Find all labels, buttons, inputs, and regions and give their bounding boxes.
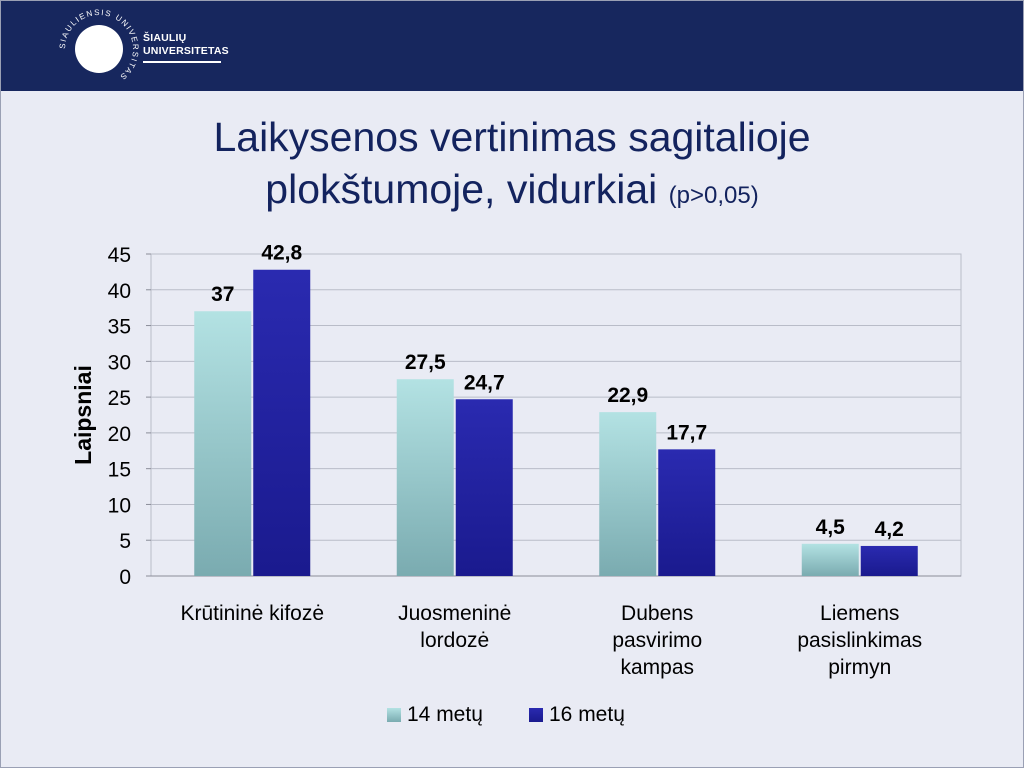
data-label: 17,7 xyxy=(666,421,707,444)
y-tick-label: 45 xyxy=(108,244,131,267)
y-tick-label: 10 xyxy=(108,494,131,517)
bar-16-3 xyxy=(860,545,918,576)
title-line-2-text: plokštumoje, vidurkiai xyxy=(265,166,658,212)
x-category-label-line: Dubens xyxy=(621,602,693,625)
data-label: 22,9 xyxy=(607,384,648,407)
x-category-label-line: pirmyn xyxy=(828,656,891,679)
bar-14-0 xyxy=(194,311,252,576)
university-logo-icon: SIAULIENSIS UNIVERSITAS xyxy=(59,9,139,82)
data-label: 27,5 xyxy=(405,351,446,374)
y-tick-label: 5 xyxy=(119,530,131,553)
title-line-1: Laikysenos vertinimas sagitalioje xyxy=(213,114,811,160)
bar-16-0 xyxy=(253,269,311,576)
y-tick-label: 0 xyxy=(119,566,131,589)
bar-14-1 xyxy=(396,379,454,576)
data-label: 42,8 xyxy=(261,242,302,265)
bar-16-1 xyxy=(455,399,513,576)
university-name: ŠIAULIŲ UNIVERSITETAS xyxy=(143,32,229,58)
y-tick-label: 25 xyxy=(108,387,131,410)
title-note: (p>0,05) xyxy=(668,182,759,209)
x-category-label-line: pasvirimo xyxy=(612,629,702,652)
y-axis-label: Laipsniai xyxy=(70,365,96,465)
x-category-label-line: pasislinkimas xyxy=(797,629,922,652)
legend-label: 14 metų xyxy=(407,703,483,726)
legend-swatch xyxy=(387,708,401,722)
data-label: 4,5 xyxy=(816,516,846,539)
y-tick-label: 35 xyxy=(108,316,131,339)
y-tick-label: 15 xyxy=(108,459,131,482)
bar-14-2 xyxy=(599,412,657,576)
x-category-label-line: Krūtininė kifozė xyxy=(180,602,324,625)
x-category-label: Liemens pasislinkimas pirmyn xyxy=(797,602,922,679)
header-bar: SIAULIENSIS UNIVERSITAS ŠIAULIŲ UNIVERSI… xyxy=(1,1,1023,91)
logo-line-1: ŠIAULIŲ xyxy=(143,32,187,44)
data-label: 4,2 xyxy=(875,518,904,541)
x-category-label: Juosmeninė lordozė xyxy=(398,602,511,652)
title-line-2: plokštumoje, vidurkiai (p>0,05) xyxy=(1,163,1023,222)
logo-underline xyxy=(143,61,221,63)
x-category-label-line: Juosmeninė xyxy=(398,602,511,625)
legend-swatch xyxy=(529,708,543,722)
x-category-label-line: kampas xyxy=(620,656,694,679)
logo-line-2: UNIVERSITETAS xyxy=(143,45,229,57)
x-category-label-line: Liemens xyxy=(820,602,899,625)
y-tick-label: 20 xyxy=(108,423,131,446)
y-tick-label: 40 xyxy=(108,280,131,303)
x-category-label: Krūtininė kifozė xyxy=(180,602,324,625)
x-category-label: Dubens pasvirimo kampas xyxy=(612,602,702,679)
data-label: 37 xyxy=(211,283,234,306)
bar-16-2 xyxy=(658,449,716,576)
data-label: 24,7 xyxy=(464,371,505,394)
bar-14-3 xyxy=(801,543,859,576)
x-category-label-line: lordozė xyxy=(420,629,489,652)
legend-label: 16 metų xyxy=(549,703,625,726)
slide-title: Laikysenos vertinimas sagitalioje plokšt… xyxy=(1,111,1023,222)
y-tick-label: 30 xyxy=(108,351,131,374)
